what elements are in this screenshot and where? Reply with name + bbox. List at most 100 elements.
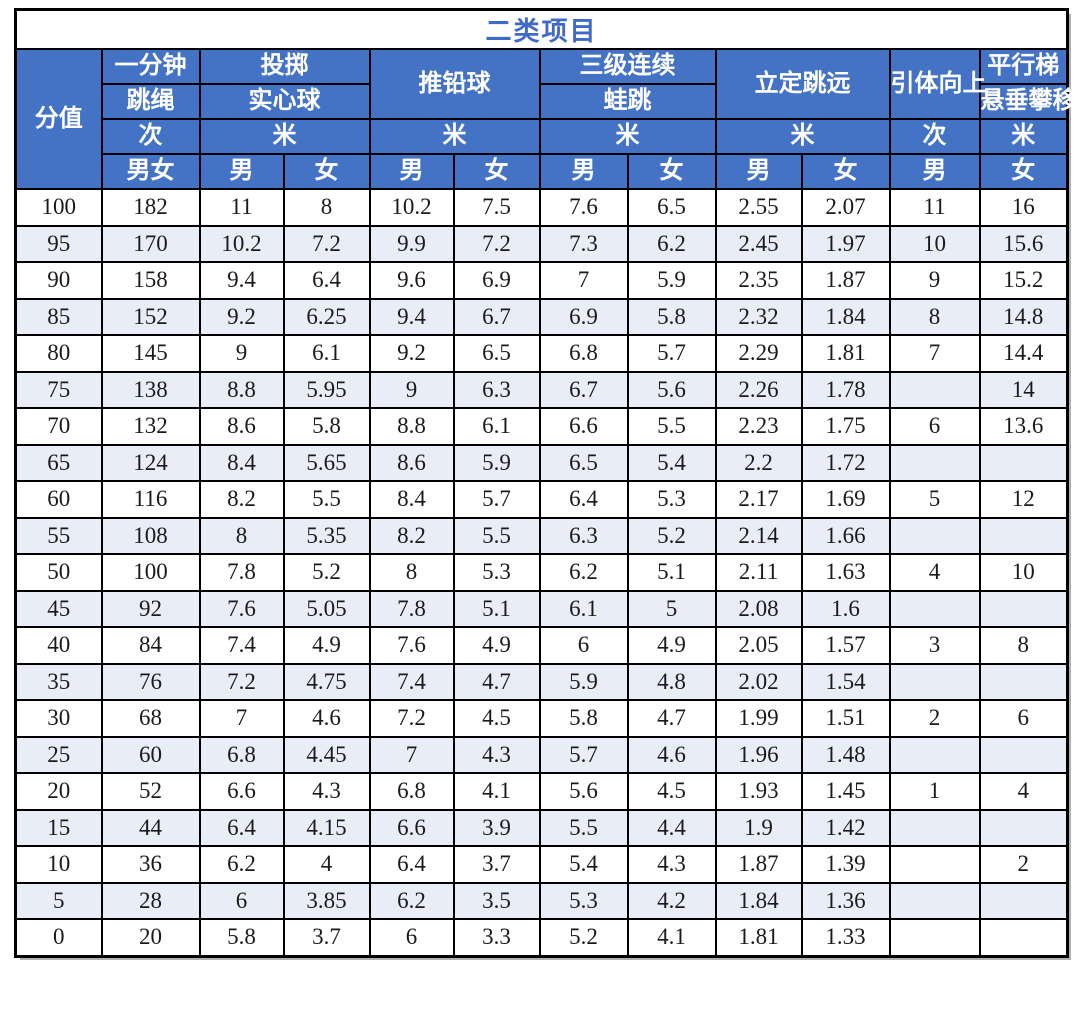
value-cell: 9.2 <box>198 297 285 336</box>
value-cell: 6.8 <box>368 772 455 811</box>
score-cell: 80 <box>14 334 103 373</box>
gender-longjump-m: 男 <box>714 153 803 190</box>
value-cell: 44 <box>100 808 201 847</box>
value-cell: 1.97 <box>800 224 891 263</box>
table-row: 95 170 10.2 7.2 9.9 7.2 7.3 6.2 2.45 1.97 10 15.6 <box>14 224 1069 263</box>
score-cell: 95 <box>14 224 103 263</box>
value-cell: 6 <box>978 699 1069 738</box>
value-cell: 7.6 <box>368 626 455 665</box>
value-cell: 4.1 <box>452 772 541 811</box>
score-cell: 75 <box>14 370 103 409</box>
value-cell <box>978 735 1069 774</box>
value-cell <box>978 516 1069 555</box>
table-row: 60 116 8.2 5.5 8.4 5.7 6.4 5.3 2.17 1.69 5 12 <box>14 480 1069 519</box>
value-cell: 9.2 <box>368 334 455 373</box>
value-cell: 6.2 <box>198 845 285 884</box>
value-cell: 3.7 <box>282 918 371 957</box>
value-cell: 5.6 <box>626 370 717 409</box>
table-row: 100 182 11 8 10.2 7.5 7.6 6.5 2.55 2.07 11 16 <box>14 188 1069 227</box>
value-cell: 6.2 <box>538 553 629 592</box>
value-cell: 108 <box>100 516 201 555</box>
header-ballthrow-line2: 实心球 <box>198 83 371 120</box>
value-cell: 8.4 <box>198 443 285 482</box>
value-cell: 5.4 <box>626 443 717 482</box>
value-cell: 6.2 <box>626 224 717 263</box>
gender-ballthrow-f: 女 <box>282 153 371 190</box>
value-cell <box>888 918 981 957</box>
unit-longjump: 米 <box>714 118 891 155</box>
header-jumprope-line1: 一分钟 <box>100 48 201 85</box>
value-cell: 2.11 <box>714 553 803 592</box>
value-cell: 6.1 <box>452 407 541 446</box>
value-cell: 5.6 <box>538 772 629 811</box>
unit-pullup: 次 <box>888 118 981 155</box>
table-row: 45 92 7.6 5.05 7.8 5.1 6.1 5 2.08 1.6 <box>14 589 1069 628</box>
value-cell: 11 <box>888 188 981 227</box>
value-cell: 8 <box>888 297 981 336</box>
header-frogjump-line2: 蛙跳 <box>538 83 717 120</box>
value-cell: 6.9 <box>538 297 629 336</box>
value-cell <box>978 881 1069 920</box>
value-cell: 2.45 <box>714 224 803 263</box>
value-cell: 1.81 <box>714 918 803 957</box>
value-cell: 7.4 <box>368 662 455 701</box>
value-cell: 8.6 <box>368 443 455 482</box>
score-cell: 10 <box>14 845 103 884</box>
table-title: 二类项目 <box>14 8 1069 50</box>
value-cell: 9 <box>198 334 285 373</box>
value-cell: 6.4 <box>282 261 371 300</box>
table-row: 85 152 9.2 6.25 9.4 6.7 6.9 5.8 2.32 1.84 8 14.8 <box>14 297 1069 336</box>
value-cell <box>888 589 981 628</box>
unit-jumprope: 次 <box>100 118 201 155</box>
value-cell: 2.02 <box>714 662 803 701</box>
value-cell: 3.5 <box>452 881 541 920</box>
value-cell: 1.54 <box>800 662 891 701</box>
value-cell <box>888 516 981 555</box>
value-cell: 4.9 <box>626 626 717 665</box>
header-row-event-line2: 跳绳 实心球 蛙跳 悬垂攀移 <box>16 83 1077 120</box>
header-longjump: 立定跳远 <box>714 48 891 120</box>
value-cell: 4.8 <box>626 662 717 701</box>
gender-pullup-m: 男 <box>888 153 981 190</box>
value-cell: 8 <box>198 516 285 555</box>
table-row: 50 100 7.8 5.2 8 5.3 6.2 5.1 2.11 1.63 4 10 <box>14 553 1069 592</box>
value-cell: 7 <box>368 735 455 774</box>
value-cell: 6 <box>538 626 629 665</box>
value-cell: 5.8 <box>626 297 717 336</box>
value-cell: 4.9 <box>452 626 541 665</box>
table-row: 5 28 6 3.85 6.2 3.5 5.3 4.2 1.84 1.36 <box>14 881 1069 920</box>
value-cell: 6.1 <box>538 589 629 628</box>
gender-ballthrow-m: 男 <box>198 153 285 190</box>
gender-longjump-f: 女 <box>800 153 891 190</box>
value-cell <box>888 443 981 482</box>
value-cell: 4.75 <box>282 662 371 701</box>
value-cell: 3.3 <box>452 918 541 957</box>
unit-frogjump: 米 <box>538 118 717 155</box>
value-cell: 4.2 <box>626 881 717 920</box>
unit-ladder: 米 <box>978 118 1069 155</box>
gender-ladder-f: 女 <box>978 153 1069 190</box>
value-cell: 170 <box>100 224 201 263</box>
value-cell: 7.2 <box>452 224 541 263</box>
value-cell: 4.5 <box>626 772 717 811</box>
value-cell: 1.84 <box>800 297 891 336</box>
value-cell: 5.5 <box>452 516 541 555</box>
value-cell: 8 <box>978 626 1069 665</box>
value-cell: 4.5 <box>452 699 541 738</box>
table-row: 30 68 7 4.6 7.2 4.5 5.8 4.7 1.99 1.51 2 6 <box>14 699 1069 738</box>
value-cell: 6.5 <box>452 334 541 373</box>
value-cell: 1.78 <box>800 370 891 409</box>
value-cell: 4.6 <box>282 699 371 738</box>
value-cell: 1.66 <box>800 516 891 555</box>
table-row: 80 145 9 6.1 9.2 6.5 6.8 5.7 2.29 1.81 7 14.4 <box>14 334 1069 373</box>
score-cell: 100 <box>14 188 103 227</box>
table-row: 35 76 7.2 4.75 7.4 4.7 5.9 4.8 2.02 1.54 <box>14 662 1069 701</box>
header-frogjump-line1: 三级连续 <box>538 48 717 85</box>
value-cell: 9.6 <box>368 261 455 300</box>
value-cell: 4.6 <box>626 735 717 774</box>
value-cell: 3.85 <box>282 881 371 920</box>
gender-shotput-f: 女 <box>452 153 541 190</box>
value-cell: 1.9 <box>714 808 803 847</box>
score-cell: 55 <box>14 516 103 555</box>
value-cell: 6.3 <box>538 516 629 555</box>
